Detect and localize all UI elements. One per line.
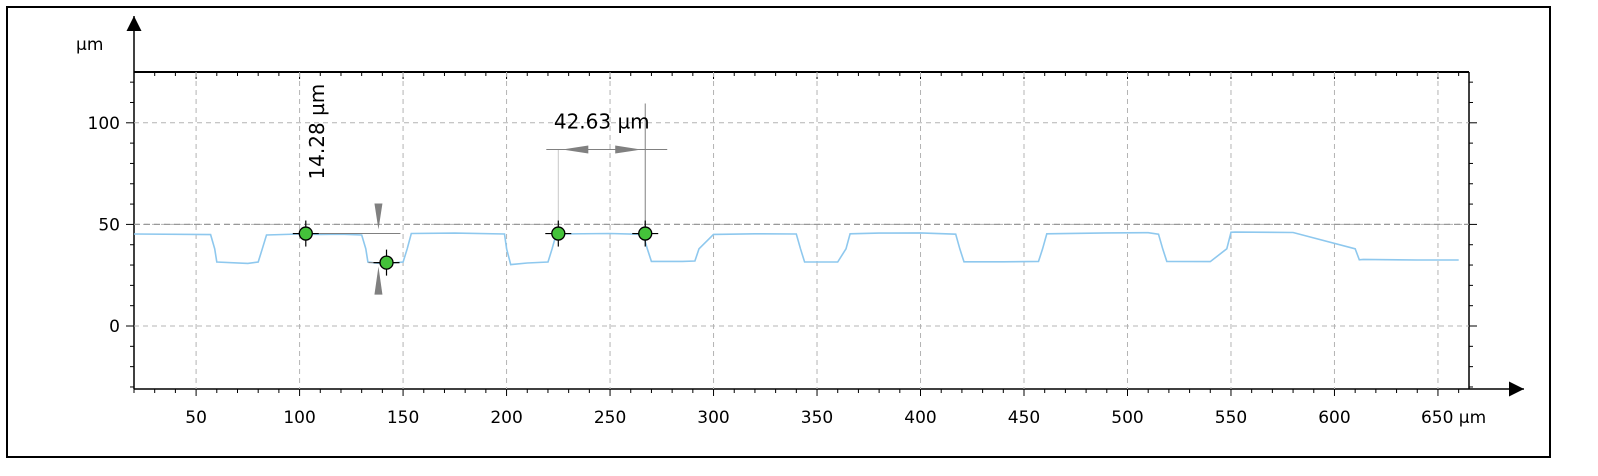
x-tick-label: 50 (185, 408, 207, 428)
x-tick-label: 550 (1215, 408, 1247, 428)
grid-layer (134, 72, 1469, 389)
x-tick-label: 400 (904, 408, 936, 428)
axes-layer (126, 16, 1524, 397)
measurement-point (379, 255, 394, 270)
x-tick-label: 250 (594, 408, 626, 428)
series-layer (133, 231, 1459, 266)
x-tick-label: 300 (697, 408, 729, 428)
x-tick-label: 200 (490, 408, 522, 428)
measurement-point (298, 226, 313, 241)
measurement-point (638, 226, 653, 241)
measurement-label-vertical: 14.28 µm (305, 84, 329, 180)
chart-frame (6, 6, 1551, 458)
measure-arrow-up (374, 266, 383, 295)
x-tick-label: 650 µm (1421, 408, 1486, 428)
x-tick-label: 450 (1008, 408, 1040, 428)
measure-arrow-left (562, 145, 589, 154)
profile-line (133, 231, 1459, 266)
x-tick-label: 350 (801, 408, 833, 428)
y-axis-unit: µm (76, 35, 103, 55)
measurement-layer (305, 103, 668, 295)
x-tick-label: 100 (283, 408, 315, 428)
measure-arrow-down (374, 203, 383, 230)
x-tick-label: 600 (1318, 408, 1350, 428)
marker-layer (292, 220, 659, 276)
x-tick-label: 150 (387, 408, 419, 428)
measurement-point (551, 226, 566, 241)
y-tick-label: 50 (98, 215, 120, 235)
y-tick-label: 0 (109, 317, 120, 337)
measurement-label-horizontal: 42.63 µm (554, 110, 650, 134)
x-tick-label: 500 (1111, 408, 1143, 428)
y-tick-label: 100 (88, 114, 120, 134)
measure-arrow-right (615, 145, 642, 154)
